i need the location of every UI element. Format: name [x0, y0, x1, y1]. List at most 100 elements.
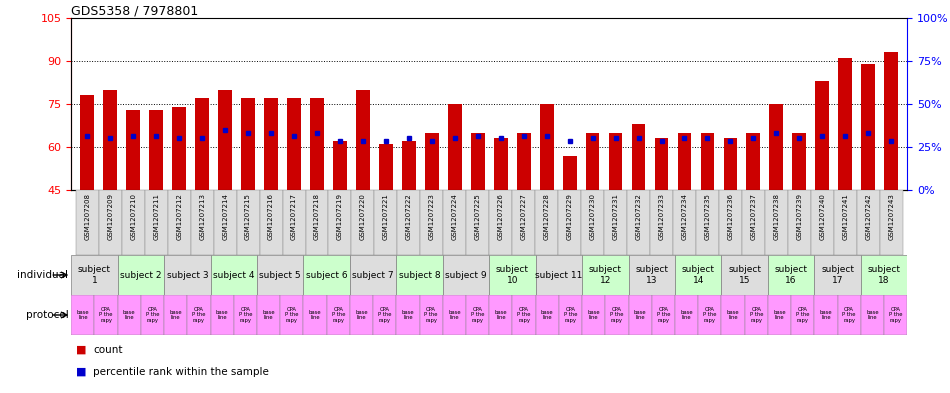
- Bar: [719, 190, 742, 255]
- Text: base
line: base line: [773, 310, 786, 320]
- Text: GSM1207231: GSM1207231: [613, 193, 618, 240]
- Text: CPA
P the
rapy: CPA P the rapy: [238, 307, 252, 323]
- Text: GSM1207215: GSM1207215: [245, 193, 251, 240]
- Bar: [838, 58, 852, 190]
- Bar: [536, 295, 559, 335]
- Bar: [118, 255, 164, 295]
- Bar: [191, 190, 214, 255]
- Text: base
line: base line: [262, 310, 275, 320]
- Bar: [259, 190, 282, 255]
- Text: CPA
P the
rapy: CPA P the rapy: [843, 307, 856, 323]
- Text: subject 5: subject 5: [259, 270, 301, 279]
- Text: base
line: base line: [541, 310, 554, 320]
- Text: CPA
P the
rapy: CPA P the rapy: [100, 307, 113, 323]
- Text: GSM1207211: GSM1207211: [153, 193, 160, 240]
- Bar: [861, 295, 884, 335]
- Text: GSM1207239: GSM1207239: [796, 193, 803, 240]
- Text: base
line: base line: [123, 310, 136, 320]
- Bar: [884, 52, 898, 190]
- Text: base
line: base line: [587, 310, 600, 320]
- Bar: [747, 133, 760, 190]
- Bar: [257, 295, 280, 335]
- Bar: [396, 255, 443, 295]
- Bar: [770, 104, 783, 190]
- Bar: [144, 190, 168, 255]
- Bar: [494, 138, 507, 190]
- Text: CPA
P the
rapy: CPA P the rapy: [378, 307, 391, 323]
- Text: CPA
P the
rapy: CPA P the rapy: [796, 307, 809, 323]
- Bar: [489, 190, 512, 255]
- Bar: [443, 255, 489, 295]
- Bar: [303, 295, 327, 335]
- Bar: [149, 110, 163, 190]
- Text: GSM1207241: GSM1207241: [843, 193, 848, 240]
- Bar: [164, 255, 211, 295]
- Bar: [71, 255, 118, 295]
- Bar: [172, 107, 186, 190]
- Bar: [788, 190, 810, 255]
- Text: CPA
P the
rapy: CPA P the rapy: [518, 307, 531, 323]
- Text: GSM1207230: GSM1207230: [590, 193, 596, 240]
- Text: base
line: base line: [727, 310, 739, 320]
- Bar: [237, 190, 259, 255]
- Text: subject 6: subject 6: [306, 270, 348, 279]
- Bar: [489, 255, 536, 295]
- Bar: [241, 98, 255, 190]
- Text: subject
15: subject 15: [729, 265, 761, 285]
- Text: base
line: base line: [169, 310, 182, 320]
- Bar: [604, 190, 627, 255]
- Bar: [742, 190, 765, 255]
- Text: CPA
P the
rapy: CPA P the rapy: [563, 307, 578, 323]
- Bar: [698, 295, 721, 335]
- Bar: [650, 190, 673, 255]
- Text: CPA
P the
rapy: CPA P the rapy: [425, 307, 438, 323]
- Text: percentile rank within the sample: percentile rank within the sample: [93, 367, 269, 376]
- Bar: [536, 255, 582, 295]
- Bar: [814, 295, 838, 335]
- Bar: [444, 190, 466, 255]
- Bar: [99, 190, 122, 255]
- Text: GSM1207225: GSM1207225: [475, 193, 481, 240]
- Text: GSM1207226: GSM1207226: [498, 193, 504, 240]
- Text: base
line: base line: [866, 310, 879, 320]
- Text: CPA
P the
rapy: CPA P the rapy: [192, 307, 206, 323]
- Bar: [609, 133, 622, 190]
- Text: GSM1207243: GSM1207243: [888, 193, 894, 240]
- Text: CPA
P the
rapy: CPA P the rapy: [610, 307, 624, 323]
- Text: subject
14: subject 14: [682, 265, 714, 285]
- Bar: [768, 295, 791, 335]
- Text: GSM1207232: GSM1207232: [636, 193, 641, 240]
- Bar: [396, 295, 420, 335]
- Bar: [466, 295, 489, 335]
- Bar: [333, 141, 347, 190]
- Text: GDS5358 / 7978801: GDS5358 / 7978801: [71, 5, 199, 18]
- Text: GSM1207212: GSM1207212: [176, 193, 182, 240]
- Bar: [218, 90, 232, 190]
- Text: GSM1207222: GSM1207222: [406, 193, 412, 240]
- Text: subject
17: subject 17: [821, 265, 854, 285]
- Text: GSM1207234: GSM1207234: [681, 193, 688, 240]
- Bar: [287, 98, 301, 190]
- Bar: [234, 295, 257, 335]
- Text: GSM1207240: GSM1207240: [819, 193, 826, 240]
- Bar: [861, 255, 907, 295]
- Bar: [512, 295, 536, 335]
- Text: GSM1207220: GSM1207220: [360, 193, 366, 240]
- Text: GSM1207223: GSM1207223: [428, 193, 435, 240]
- Bar: [356, 90, 370, 190]
- Text: GSM1207208: GSM1207208: [85, 193, 90, 240]
- Bar: [810, 190, 834, 255]
- Bar: [512, 190, 535, 255]
- Text: subject 9: subject 9: [446, 270, 486, 279]
- Bar: [675, 295, 698, 335]
- Bar: [632, 124, 645, 190]
- Bar: [164, 295, 187, 335]
- Text: CPA
P the
rapy: CPA P the rapy: [703, 307, 716, 323]
- Text: subject
13: subject 13: [636, 265, 668, 285]
- Text: CPA
P the
rapy: CPA P the rapy: [889, 307, 902, 323]
- Bar: [350, 295, 373, 335]
- Bar: [126, 110, 141, 190]
- Bar: [834, 190, 857, 255]
- Bar: [540, 104, 554, 190]
- Bar: [857, 190, 880, 255]
